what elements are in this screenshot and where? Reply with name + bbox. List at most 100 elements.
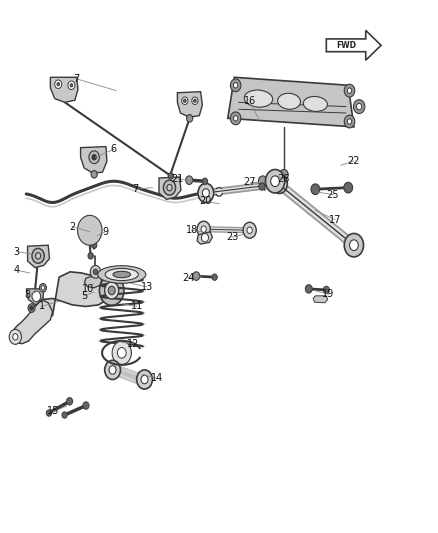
Polygon shape xyxy=(85,276,102,288)
Ellipse shape xyxy=(105,269,138,280)
Circle shape xyxy=(350,240,358,251)
Circle shape xyxy=(62,412,67,418)
Polygon shape xyxy=(197,232,212,244)
Circle shape xyxy=(201,226,206,232)
Circle shape xyxy=(230,112,241,125)
Text: 5: 5 xyxy=(81,291,87,301)
Ellipse shape xyxy=(304,96,327,111)
Polygon shape xyxy=(81,147,107,173)
Text: 12: 12 xyxy=(127,339,140,349)
Circle shape xyxy=(344,115,355,128)
Circle shape xyxy=(202,189,209,197)
Text: 15: 15 xyxy=(47,407,60,416)
Circle shape xyxy=(85,225,94,236)
Circle shape xyxy=(105,282,119,299)
Text: 24: 24 xyxy=(182,273,194,283)
Circle shape xyxy=(230,79,241,92)
Circle shape xyxy=(109,366,116,374)
Circle shape xyxy=(265,169,285,193)
Circle shape xyxy=(68,81,75,90)
Polygon shape xyxy=(12,300,53,344)
Circle shape xyxy=(70,84,73,87)
Ellipse shape xyxy=(81,236,98,240)
Text: 6: 6 xyxy=(111,144,117,154)
Circle shape xyxy=(344,182,353,193)
Circle shape xyxy=(163,180,176,195)
Polygon shape xyxy=(326,30,381,60)
Circle shape xyxy=(233,116,238,121)
Polygon shape xyxy=(26,289,44,305)
Circle shape xyxy=(212,274,217,280)
Circle shape xyxy=(105,360,120,379)
Circle shape xyxy=(108,286,115,295)
Text: 18: 18 xyxy=(186,225,198,235)
Circle shape xyxy=(13,334,18,340)
Circle shape xyxy=(112,341,131,365)
Circle shape xyxy=(92,155,96,160)
Circle shape xyxy=(243,222,256,238)
Text: 9: 9 xyxy=(102,227,108,237)
Circle shape xyxy=(247,227,252,233)
Text: 21: 21 xyxy=(171,174,184,183)
Circle shape xyxy=(344,84,355,97)
Circle shape xyxy=(311,184,320,195)
Circle shape xyxy=(272,174,287,193)
Circle shape xyxy=(90,265,101,278)
Text: 7: 7 xyxy=(74,74,80,84)
Circle shape xyxy=(192,97,198,104)
Text: 16: 16 xyxy=(244,96,256,106)
Circle shape xyxy=(202,178,208,184)
Circle shape xyxy=(35,253,41,259)
Circle shape xyxy=(32,291,41,302)
Text: 1: 1 xyxy=(39,302,45,311)
Circle shape xyxy=(233,83,238,88)
Circle shape xyxy=(305,285,312,293)
Polygon shape xyxy=(228,77,354,127)
Circle shape xyxy=(182,97,188,104)
Circle shape xyxy=(194,99,196,102)
Text: FWD: FWD xyxy=(336,41,356,50)
Circle shape xyxy=(83,402,89,409)
Circle shape xyxy=(258,176,267,187)
Circle shape xyxy=(271,176,279,187)
Polygon shape xyxy=(159,177,181,199)
Text: 4: 4 xyxy=(14,265,20,275)
Circle shape xyxy=(347,88,352,93)
Circle shape xyxy=(167,184,172,191)
Polygon shape xyxy=(177,92,202,117)
Circle shape xyxy=(198,183,214,203)
Ellipse shape xyxy=(113,271,131,278)
Circle shape xyxy=(137,370,152,389)
Ellipse shape xyxy=(278,93,300,109)
Circle shape xyxy=(67,398,73,405)
Text: 11: 11 xyxy=(131,302,143,311)
Circle shape xyxy=(193,272,200,280)
Text: 2: 2 xyxy=(69,222,75,231)
Text: 19: 19 xyxy=(322,289,335,299)
Circle shape xyxy=(117,348,126,358)
Polygon shape xyxy=(36,272,112,317)
Text: 13: 13 xyxy=(141,282,153,292)
Circle shape xyxy=(184,99,186,102)
Circle shape xyxy=(197,221,210,237)
Text: 8: 8 xyxy=(25,290,31,300)
Polygon shape xyxy=(50,77,78,102)
Circle shape xyxy=(344,233,364,257)
Circle shape xyxy=(347,119,352,124)
Circle shape xyxy=(279,169,288,180)
Circle shape xyxy=(215,188,223,196)
Circle shape xyxy=(28,304,35,312)
Text: 14: 14 xyxy=(151,374,163,383)
Text: 23: 23 xyxy=(226,232,238,242)
Circle shape xyxy=(353,100,365,114)
Text: 17: 17 xyxy=(329,215,341,224)
Ellipse shape xyxy=(244,90,272,107)
Circle shape xyxy=(57,83,60,86)
Ellipse shape xyxy=(81,231,98,236)
Text: 20: 20 xyxy=(199,197,211,206)
Circle shape xyxy=(93,269,98,274)
Circle shape xyxy=(259,183,265,190)
Circle shape xyxy=(9,329,21,344)
Text: 27: 27 xyxy=(244,177,256,187)
Circle shape xyxy=(55,80,62,88)
